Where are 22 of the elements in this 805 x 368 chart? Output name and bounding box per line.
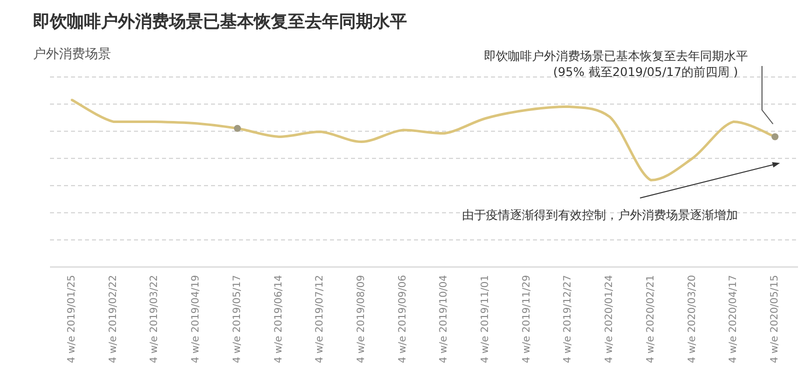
- x-tick-label: 4 w/e 2019/07/12: [314, 275, 326, 364]
- x-tick-label: 4 w/e 2019/10/04: [438, 275, 450, 364]
- x-tick-label: 4 w/e 2019/12/27: [562, 275, 574, 364]
- x-tick-label: 4 w/e 2020/03/20: [686, 275, 698, 364]
- x-tick-label: 4 w/e 2019/04/19: [190, 275, 202, 364]
- x-tick-label: 4 w/e 2019/05/17: [232, 275, 243, 364]
- x-tick-label: 4 w/e 2020/05/15: [770, 275, 780, 364]
- x-tick-label: 4 w/e 2019/08/09: [356, 275, 367, 364]
- x-tick-label: 4 w/e 2019/03/22: [149, 275, 160, 364]
- x-tick-label: 4 w/e 2019/09/06: [397, 275, 408, 364]
- annotation: 由于疫情逐渐得到有效控制，户外消费场景逐渐增加: [462, 208, 738, 222]
- x-tick-label: 4 w/e 2019/11/01: [480, 275, 492, 364]
- chart-title: 即饮咖啡户外消费场景已基本恢复至去年同期水平: [33, 12, 407, 32]
- chart-subtitle: 户外消费场景: [33, 47, 111, 62]
- x-tick-label: 4 w/e 2019/01/25: [66, 275, 78, 364]
- x-tick-label: 4 w/e 2019/02/22: [108, 275, 119, 364]
- x-tick-label: 4 w/e 2020/04/17: [728, 275, 740, 364]
- x-tick-label: 4 w/e 2019/06/14: [273, 275, 284, 364]
- x-tick-label: 4 w/e 2019/11/29: [521, 275, 532, 364]
- text: 即饮咖啡户外消费场景已基本恢复至去年同期水平 (95% 截至2019/05/17的前四周 ): [484, 49, 748, 79]
- x-tick-label: 4 w/e 2020/02/21: [645, 275, 656, 364]
- x-tick-label: 4 w/e 2020/01/24: [604, 275, 616, 364]
